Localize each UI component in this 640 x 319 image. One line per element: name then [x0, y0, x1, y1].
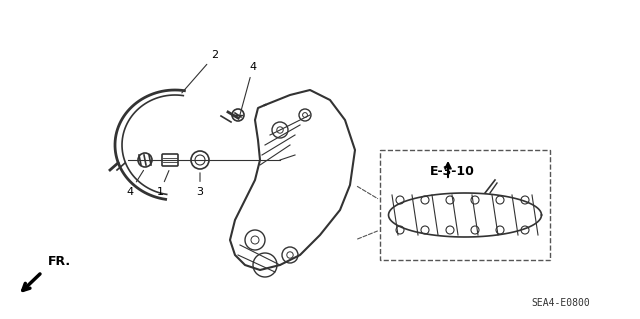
Text: 4: 4 [239, 62, 257, 119]
Text: 4: 4 [127, 170, 143, 197]
Text: SEA4-E0800: SEA4-E0800 [531, 298, 590, 308]
Text: FR.: FR. [48, 255, 71, 268]
Text: 1: 1 [157, 171, 169, 197]
Text: 3: 3 [196, 173, 204, 197]
Bar [380, 150, 550, 260]
Text: 2: 2 [182, 50, 219, 93]
Text: E-3-10: E-3-10 [430, 165, 475, 178]
FancyBboxPatch shape [162, 154, 178, 166]
